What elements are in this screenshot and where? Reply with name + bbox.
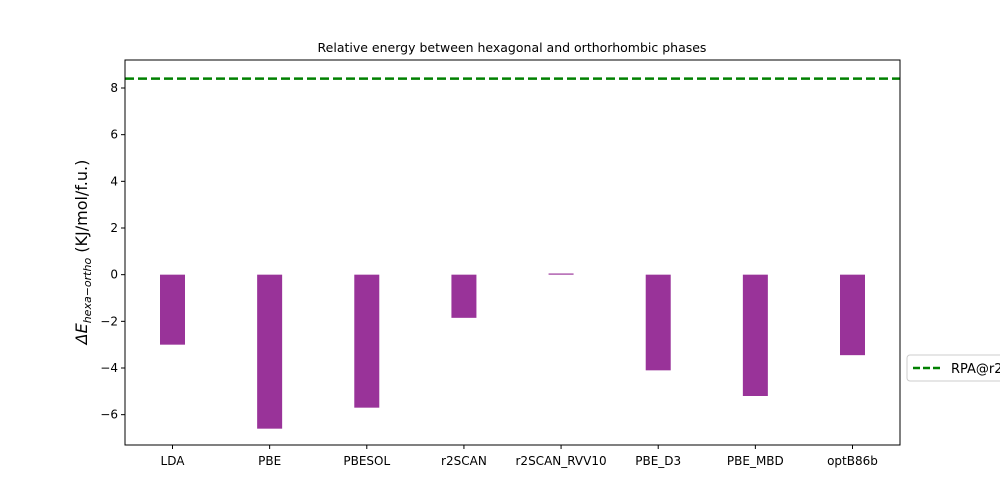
x-tick-label: LDA bbox=[161, 454, 186, 468]
chart-title: Relative energy between hexagonal and or… bbox=[318, 40, 707, 55]
y-axis: −6 −4 −2 0 2 4 6 8 bbox=[100, 81, 125, 422]
y-tick-label: −6 bbox=[100, 408, 118, 422]
x-tick-label: PBESOL bbox=[343, 454, 390, 468]
y-tick-label: 8 bbox=[110, 81, 118, 95]
bar-r2scan bbox=[451, 274, 477, 318]
bar-pbesol bbox=[354, 274, 380, 408]
x-tick-label: r2SCAN_RVV10 bbox=[516, 454, 607, 468]
y-tick-label: 6 bbox=[110, 128, 118, 142]
plot-area bbox=[125, 60, 900, 445]
y-tick-label: −2 bbox=[100, 314, 118, 328]
bar-pbe-mbd bbox=[742, 274, 768, 396]
x-tick-label: PBE bbox=[258, 454, 281, 468]
legend-label: RPA@r2SCAN bbox=[951, 362, 1000, 377]
y-tick-label: 4 bbox=[110, 174, 118, 188]
legend: RPA@r2SCAN bbox=[906, 354, 1000, 382]
bar-lda bbox=[160, 274, 185, 345]
x-tick-label: PBE_MBD bbox=[727, 454, 784, 468]
y-axis-label: ΔEhexa−ortho (KJ/mol/f.u.) bbox=[72, 160, 94, 347]
y-label-main: ΔE bbox=[72, 322, 91, 346]
bar-pbe-d3 bbox=[645, 274, 671, 371]
y-tick-label: 2 bbox=[110, 221, 118, 235]
y-label-unit: (KJ/mol/f.u.) bbox=[72, 160, 91, 258]
x-tick-label: r2SCAN bbox=[441, 454, 487, 468]
x-tick-label: PBE_D3 bbox=[635, 454, 681, 468]
plot-frame bbox=[124, 59, 901, 446]
y-tick-label: −4 bbox=[100, 361, 118, 375]
y-tick-label: 0 bbox=[110, 268, 118, 282]
bar-r2scan-rvv10 bbox=[548, 273, 574, 275]
x-axis: LDA PBE PBESOL r2SCAN r2SCAN_RVV10 PBE_D3 PBE_… bbox=[161, 445, 878, 468]
bar-pbe bbox=[257, 274, 283, 429]
bar-optb86b bbox=[840, 274, 865, 356]
legend-box bbox=[906, 354, 1000, 382]
y-label-sub: hexa−ortho bbox=[81, 258, 94, 324]
x-tick-label: optB86b bbox=[827, 454, 878, 468]
bars bbox=[160, 273, 865, 429]
